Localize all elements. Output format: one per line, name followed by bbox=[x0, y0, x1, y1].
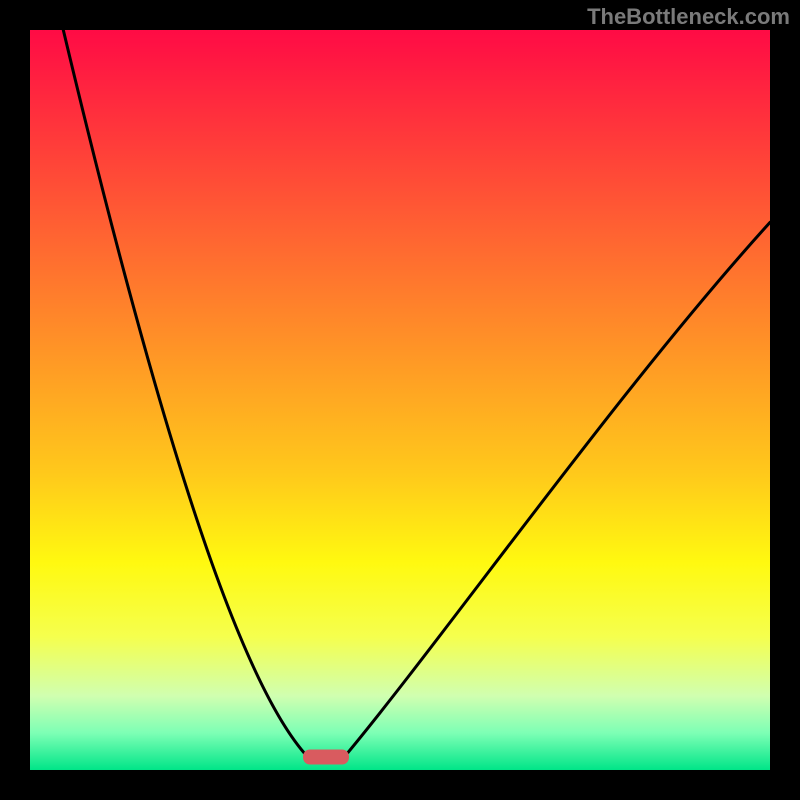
plot-area bbox=[30, 30, 770, 770]
bottleneck-curve bbox=[63, 30, 770, 757]
watermark-text: TheBottleneck.com bbox=[587, 4, 790, 30]
chart-container: TheBottleneck.com bbox=[0, 0, 800, 800]
optimal-point-marker bbox=[303, 749, 349, 764]
curve-layer bbox=[30, 30, 770, 770]
